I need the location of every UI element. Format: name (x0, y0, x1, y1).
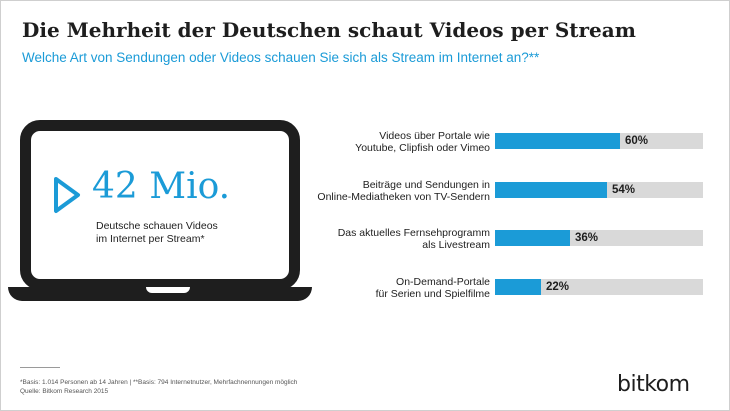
footnote: *Basis: 1.014 Personen ab 14 Jahren | **… (20, 378, 297, 396)
chart-subtitle: Welche Art von Sendungen oder Videos sch… (22, 50, 540, 65)
bitkom-logo: bitkom (617, 372, 690, 397)
bar-category-line: Online-Mediatheken von TV-Sendern (317, 190, 490, 203)
highlight-caption: Deutsche schauen Videos im Internet per … (96, 220, 276, 246)
chart-title: Die Mehrheit der Deutschen schaut Videos… (22, 18, 636, 42)
bar-category-line: Beiträge und Sendungen in (362, 178, 490, 191)
bar-category-label: Videos über Portale wie Youtube, Clipfish… (300, 130, 490, 154)
highlight-caption-line: Deutsche schauen Videos (96, 220, 218, 232)
bar-category-line: als Livestream (422, 239, 490, 251)
bar-track: 60% (495, 133, 703, 149)
bar-category-line: für Serien und Spielfilme (375, 287, 490, 300)
bar (495, 278, 541, 295)
bar-category-label: Beiträge und Sendungen in Online-Mediathe… (300, 179, 490, 203)
bar (495, 181, 607, 198)
bar-track: 54% (495, 181, 703, 198)
bar-category-line: Videos über Portale wie (379, 130, 490, 142)
footer-divider (20, 367, 60, 368)
bar-track: 36% (495, 230, 703, 246)
footnote-line: *Basis: 1.014 Personen ab 14 Jahren | **… (20, 379, 298, 386)
bar-category-line: Das aktuelles Fernsehprogramm (337, 227, 490, 239)
bar (495, 133, 620, 149)
bar-value-label: 22% (546, 280, 570, 293)
bar-track: 22% (495, 278, 703, 295)
bar-category-label: Das aktuelles Fernsehprogramm als Livestr… (300, 227, 490, 251)
highlight-caption-line: im Internet per Stream* (96, 233, 205, 245)
bar-category-line: Youtube, Clipfish oder Vimeo (355, 142, 490, 154)
highlight-number: 42 Mio. (92, 166, 231, 207)
bar-value-label: 54% (612, 183, 636, 196)
bar (495, 230, 570, 246)
footnote-line: Quelle: Bitkom Research 2015 (20, 388, 109, 395)
bar-category-line: On-Demand-Portale (396, 275, 490, 288)
play-icon (54, 177, 80, 213)
bar-value-label: 36% (575, 232, 599, 244)
bar-value-label: 60% (625, 135, 649, 147)
monitor-stand (8, 287, 312, 301)
bar-category-label: On-Demand-Portale für Serien und Spielfil… (300, 276, 490, 300)
